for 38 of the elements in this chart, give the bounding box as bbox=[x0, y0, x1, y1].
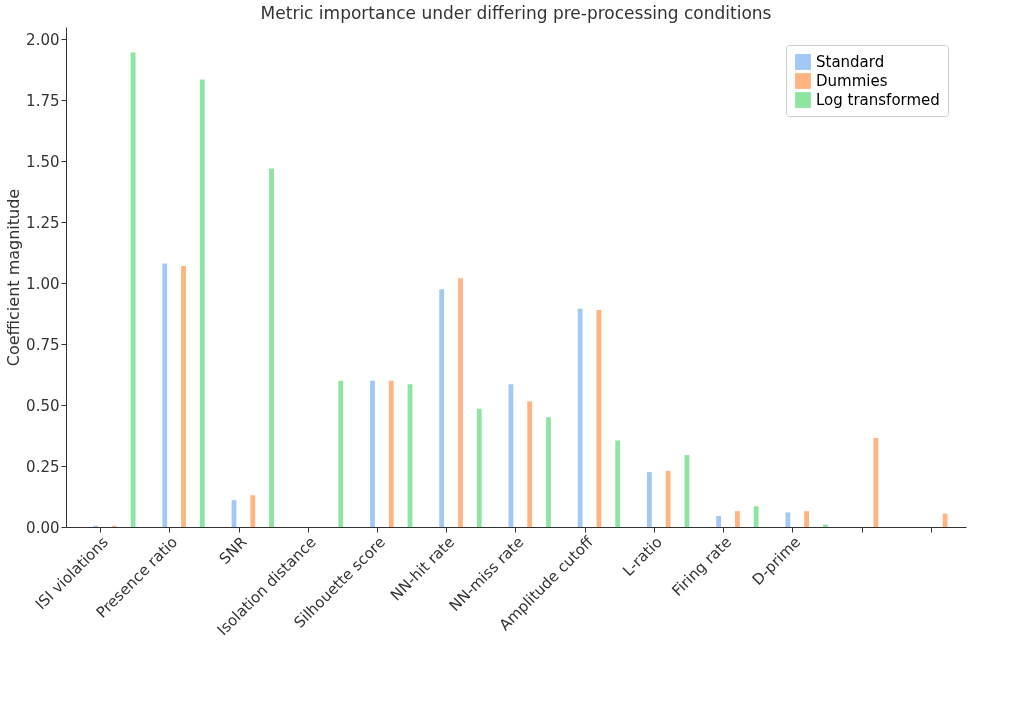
bar bbox=[615, 440, 621, 527]
y-tick-label: 1.50 bbox=[26, 152, 60, 171]
y-axis-title: Coefficient magnitude bbox=[4, 188, 24, 367]
bar bbox=[458, 278, 463, 527]
bar bbox=[338, 380, 344, 527]
bar bbox=[269, 168, 274, 527]
y-tick-label: 0.25 bbox=[26, 457, 60, 476]
y-tick-label: 0.75 bbox=[26, 335, 60, 354]
bar bbox=[199, 79, 205, 527]
bar bbox=[546, 417, 551, 527]
chart-title: Metric importance under differing pre-processing conditions bbox=[260, 3, 772, 23]
bar bbox=[370, 380, 375, 527]
bar bbox=[785, 512, 791, 527]
bar bbox=[388, 380, 394, 527]
y-tick-label: 0.50 bbox=[26, 396, 60, 415]
bar bbox=[577, 308, 583, 527]
y-tick-label: 0.00 bbox=[26, 518, 60, 537]
bar bbox=[476, 408, 482, 527]
legend-label: Dummies bbox=[816, 72, 888, 90]
bar bbox=[665, 470, 671, 527]
bar bbox=[181, 266, 186, 527]
bar bbox=[734, 511, 740, 527]
bar bbox=[716, 516, 722, 527]
bar bbox=[873, 437, 879, 527]
bar bbox=[753, 506, 759, 527]
legend-label: Log transformed bbox=[816, 91, 940, 109]
bar bbox=[646, 472, 652, 527]
bar bbox=[804, 511, 810, 527]
y-tick-label: 1.00 bbox=[26, 274, 60, 293]
bar bbox=[527, 401, 533, 527]
y-tick-label: 1.25 bbox=[26, 213, 60, 232]
y-tick-label: 1.75 bbox=[26, 91, 60, 110]
bar bbox=[250, 495, 256, 527]
bar bbox=[162, 263, 168, 527]
bar bbox=[439, 289, 445, 527]
y-tick-label: 2.00 bbox=[26, 30, 60, 49]
bar bbox=[130, 52, 136, 527]
legend-label: Standard bbox=[816, 53, 885, 71]
